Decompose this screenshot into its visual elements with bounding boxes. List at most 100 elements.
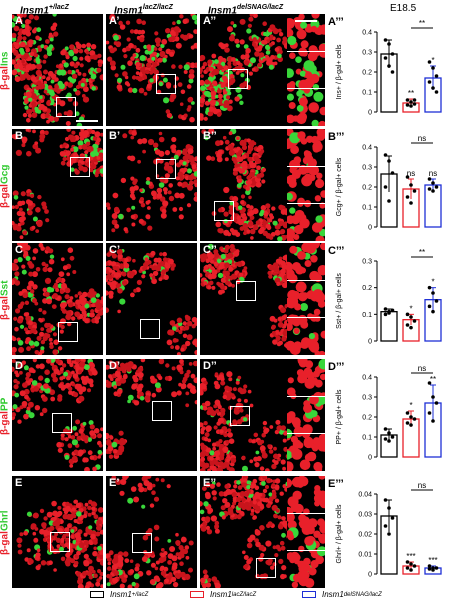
cell-dot	[120, 177, 127, 184]
cell-dot	[77, 162, 82, 167]
cell-dot	[220, 277, 227, 283]
cell-dot	[168, 329, 175, 336]
cell-dot	[318, 533, 325, 543]
cell-dot	[130, 292, 135, 298]
cell-dot	[52, 521, 58, 527]
cell-dot	[78, 542, 85, 549]
cell-dot	[158, 182, 165, 188]
cell-dot	[274, 498, 280, 503]
cell-dot	[87, 450, 93, 456]
cell-dot	[27, 113, 32, 118]
cell-dot	[88, 499, 93, 505]
cell-dot	[274, 229, 281, 236]
cell-dot	[43, 383, 49, 389]
cell-dot	[56, 322, 62, 328]
cell-dot	[212, 446, 217, 451]
cell-dot	[154, 536, 160, 542]
cell-dot	[122, 71, 128, 77]
cell-dot	[214, 450, 221, 457]
data-point	[405, 195, 410, 199]
cell-dot	[60, 160, 66, 166]
cell-dot	[216, 482, 221, 487]
cell-dot	[57, 346, 63, 351]
cell-dot	[21, 264, 26, 269]
cell-dot	[218, 374, 225, 380]
cell-dot	[267, 270, 272, 276]
cell-dot	[30, 193, 35, 198]
cell-dot	[268, 558, 273, 563]
data-point	[409, 325, 413, 330]
cell-dot	[83, 86, 89, 93]
cell-dot	[123, 262, 130, 269]
cell-dot	[176, 19, 181, 25]
cell-dot	[100, 584, 103, 588]
cell-dot	[14, 370, 19, 375]
cell-dot	[175, 42, 182, 49]
cell-dot	[56, 441, 63, 448]
cell-dot	[297, 131, 306, 140]
cell-dot	[165, 82, 172, 88]
cell-dot	[180, 347, 185, 352]
cell-dot	[289, 52, 296, 59]
cell-dot	[204, 79, 210, 85]
data-point	[383, 185, 388, 189]
cell-dot	[251, 67, 256, 72]
cell-dot	[211, 70, 217, 76]
header-col3: Insm1delSNAG/lacZ	[208, 4, 284, 17]
data-point	[383, 498, 388, 502]
panel-label: D’’	[203, 360, 217, 372]
cell-dot	[174, 573, 180, 578]
cell-dot	[213, 252, 220, 259]
cell-dot	[96, 313, 100, 318]
cell-dot	[300, 138, 308, 145]
cell-dot	[33, 537, 39, 543]
cell-dot	[52, 293, 58, 299]
cell-dot	[165, 109, 171, 114]
cell-dot	[194, 183, 197, 188]
cell-dot	[130, 135, 135, 140]
cell-dot	[53, 568, 57, 572]
cell-dot	[252, 224, 259, 231]
row-stain-label: β-gal PP	[0, 359, 12, 471]
cell-dot	[68, 302, 74, 308]
cell-dot	[240, 200, 245, 205]
cell-dot	[143, 487, 148, 492]
cell-dot	[127, 87, 134, 93]
cell-dot	[224, 244, 231, 251]
cell-dot	[259, 466, 265, 471]
cell-dot	[265, 203, 271, 209]
panel-label: C’	[109, 244, 120, 256]
stain-red-label: β-gal	[0, 183, 11, 208]
cell-dot	[96, 525, 102, 531]
cell-dot	[132, 258, 136, 263]
cell-dot	[75, 299, 81, 305]
cell-dot	[59, 546, 64, 552]
cell-dot	[130, 176, 135, 181]
cell-dot	[318, 359, 325, 370]
cell-dot	[262, 58, 266, 62]
cell-dot	[128, 42, 134, 49]
cell-dot	[289, 245, 298, 254]
cell-dot	[42, 287, 48, 293]
micrograph-image	[200, 243, 291, 352]
cell-dot	[253, 456, 259, 462]
cell-dot	[307, 51, 318, 62]
cell-dot	[116, 248, 123, 255]
cell-dot	[139, 396, 145, 401]
y-axis-label: Ins+ / β-gal+ cells	[336, 44, 343, 99]
cell-dot	[131, 384, 137, 390]
cell-dot	[139, 188, 143, 193]
cell-dot	[81, 144, 86, 149]
cell-dot	[60, 436, 65, 441]
cell-dot	[90, 73, 97, 80]
cell-dot	[188, 362, 193, 366]
cell-dot	[207, 578, 212, 583]
cell-dot	[182, 161, 187, 166]
cell-dot	[111, 219, 118, 226]
cell-dot	[96, 67, 102, 73]
cell-dot	[90, 44, 97, 50]
cell-dot	[83, 540, 90, 546]
cell-dot	[82, 513, 88, 519]
cell-dot	[280, 307, 287, 314]
cell-dot	[268, 264, 275, 271]
